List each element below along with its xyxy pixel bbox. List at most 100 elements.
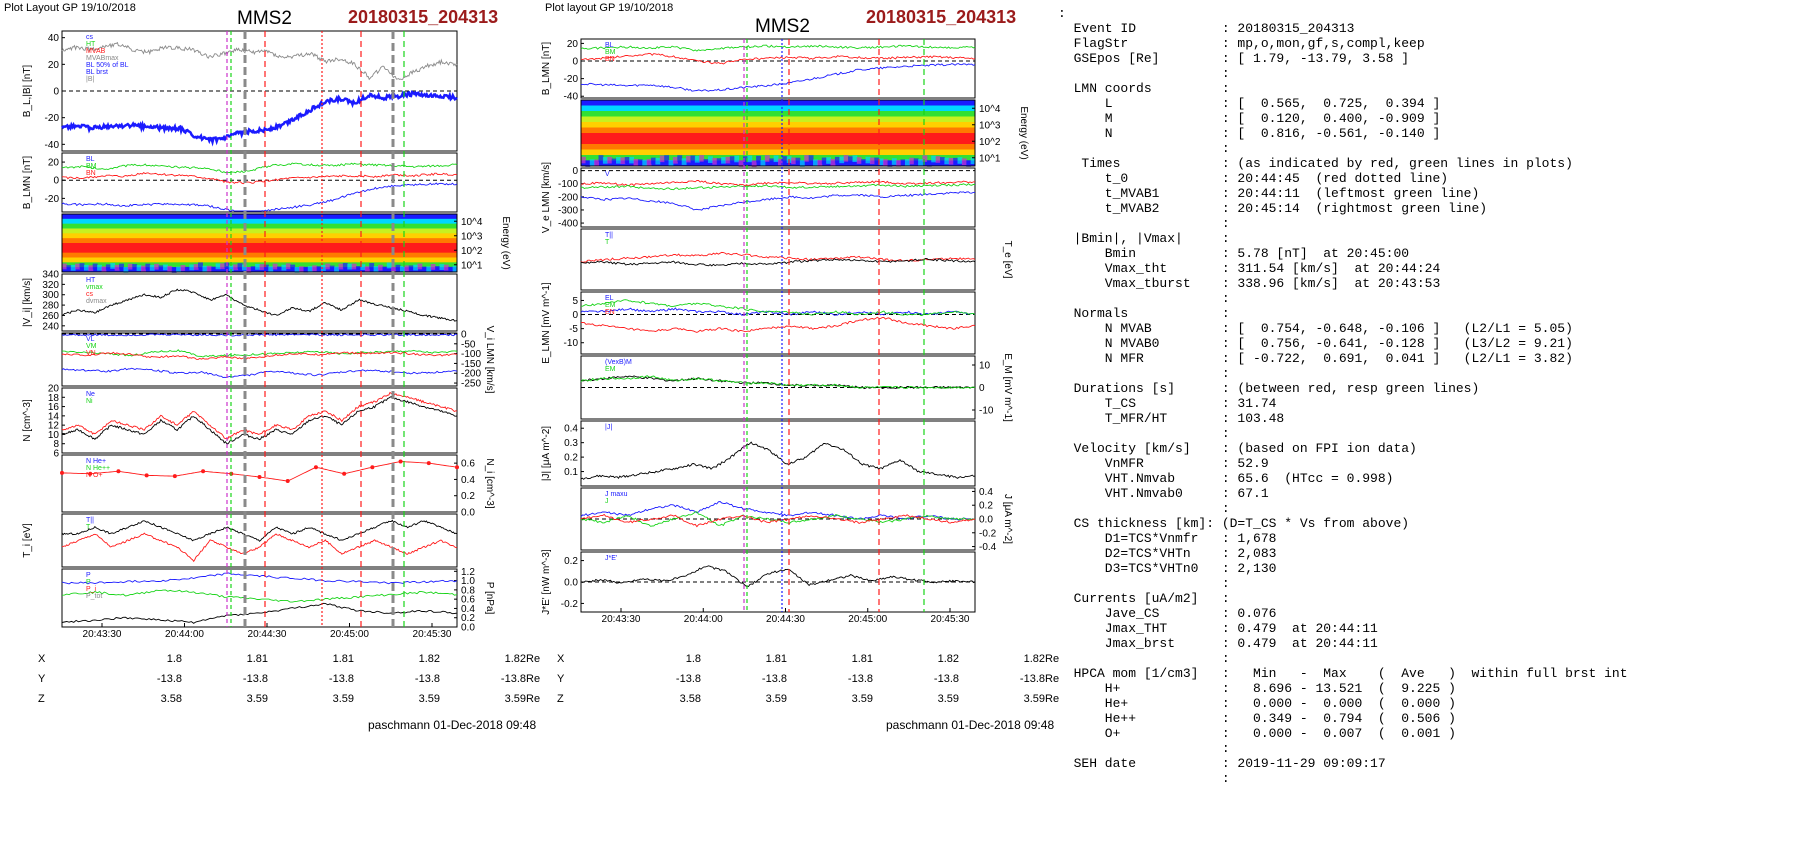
mid-2-heatmap-speckle: [953, 157, 958, 165]
left-3-heatmap-band: [62, 247, 457, 254]
left-9-series-line: [61, 602, 458, 624]
mid-2-heatmap-speckle: [633, 158, 639, 166]
mid-2-ytick-label: 10^4: [979, 104, 1001, 115]
mid-2-heatmap-speckle: [699, 155, 705, 162]
mid-2-heatmap-speckle: [878, 158, 884, 166]
left-7-data-point: [201, 469, 206, 474]
mid-8-ytick-label: 0.2: [979, 501, 993, 512]
left-7-data-point: [455, 465, 459, 470]
left-title: MMS2: [237, 8, 292, 29]
mid-2-heatmap-speckle: [874, 157, 880, 165]
coord-unit: Re: [1045, 653, 1060, 665]
left-7-data-point: [285, 479, 290, 484]
left-3-heatmap-speckle: [97, 264, 102, 271]
left-5-series-line: [61, 333, 458, 337]
mid-5-series-line: [581, 299, 976, 317]
mid-2-heatmap-speckle: [926, 160, 932, 167]
coord-value: -13.8: [1019, 673, 1045, 685]
left-5-legend-entry: VM: [86, 343, 97, 350]
coord-value: -13.8: [933, 673, 959, 685]
left-3-heatmap-speckle: [184, 266, 190, 273]
left-7-ytick-label: 0.6: [461, 459, 475, 470]
mid-2-heatmap-speckle: [904, 159, 910, 166]
mid-event-id: 20180315_204313: [866, 7, 1017, 27]
info-line: Event ID : 20180315_204313: [1058, 21, 1355, 36]
info-line: D2=TCS*VHTn : 2,083: [1058, 546, 1277, 561]
mid-5-ytick-label: 0: [572, 310, 578, 321]
mid-2-heatmap-speckle: [756, 155, 761, 163]
left-3-heatmap-speckle: [281, 264, 287, 271]
left-time-tick-label: 20:44:30: [248, 629, 287, 640]
info-line: Vmax_tburst : 338.96 [km/s] at 20:43:53: [1058, 276, 1441, 291]
mid-2-heatmap-speckle: [738, 160, 744, 167]
mid-2-heatmap-speckle: [585, 160, 591, 167]
event-info-text: : Event ID : 20180315_204313 FlagStr : m…: [1058, 6, 1628, 786]
left-3-heatmap-speckle: [123, 267, 129, 273]
mid-2-heatmap-speckle: [707, 156, 713, 163]
info-line: SEH date : 2019-11-29 09:09:17: [1058, 756, 1386, 771]
mid-2-frame-over: [580, 99, 976, 167]
coord-value: 3.58: [679, 693, 701, 705]
left-3-heatmap-speckle: [127, 263, 133, 270]
left-3-heatmap-speckle: [347, 263, 353, 270]
info-line: CS thickness [km]: (D=T_CS * Vs from abo…: [1058, 516, 1410, 531]
coord-value: 1.82: [504, 653, 526, 665]
left-3-heatmap-band: [62, 223, 457, 229]
left-3-heatmap-speckle: [105, 264, 111, 271]
left-3-ytick-label: 10^1: [461, 260, 483, 271]
mid-2-heatmap-speckle: [795, 157, 801, 165]
mid-2-heatmap-speckle: [821, 157, 827, 165]
left-3-heatmap-speckle: [101, 266, 107, 273]
mid-6-legend-entry: (VexB)M: [605, 359, 632, 366]
mid-4-panel: T_e [eV] T||T: [580, 228, 1013, 291]
left-1-ytick-label: -20: [45, 113, 60, 124]
mid-2-heatmap-speckle: [602, 157, 608, 164]
left-3-heatmap-speckle: [237, 263, 243, 269]
mid-2-heatmap-speckle: [839, 156, 845, 164]
mid-2-heatmap-speckle: [681, 158, 687, 165]
left-5-ytick-label: -200: [461, 369, 481, 380]
mid-2-heatmap-speckle: [843, 155, 849, 162]
left-3-ytick-label: 10^3: [461, 231, 483, 242]
left-6-ytick-label: 20: [48, 384, 60, 395]
left-coordinate-table: X 1.8 1.81 1.81 1.82 1.82 Re Y -13.8 -13.8 -13.8 -1…: [38, 649, 556, 709]
left-3-heatmap-speckle: [211, 266, 217, 273]
left-2-legend-entry: BM: [86, 163, 97, 170]
left-1-ytick-label: 20: [48, 60, 60, 71]
left-3-heatmap-speckle: [189, 264, 195, 271]
left-3-heatmap-speckle: [255, 263, 260, 270]
left-7-legend-entry: N O+: [86, 472, 103, 479]
mid-5-ylabel: E_LMN [mV m^-1]: [541, 282, 552, 364]
mid-8-series-line: [580, 501, 976, 521]
coord-row: Y -13.8 -13.8 -13.8 -13.8 -13.8 Re: [38, 669, 556, 689]
coord-value: -13.8: [328, 673, 354, 685]
mid-3-ylabel: V_e LMN [km/s]: [541, 162, 552, 233]
left-3-heatmap-speckle: [241, 264, 247, 271]
left-3-heatmap-speckle: [193, 264, 199, 270]
left-7-data-point: [426, 461, 431, 466]
info-line: Jave_CS : 0.076: [1058, 606, 1277, 621]
left-3-heatmap-speckle: [259, 264, 265, 270]
mid-1-ylabel: B_LMN [nT]: [541, 42, 552, 96]
mid-5-series-line: [580, 316, 976, 333]
mid-7-panel: 0.4 0.3 0.2 0.1 |J| [μA m^-2] |J|: [541, 420, 976, 487]
mid-3-series-line: [580, 183, 976, 191]
left-6-ytick-label: 10: [48, 430, 60, 441]
mid-2-heatmap-speckle: [651, 157, 656, 165]
left-6-ytick-label: 12: [48, 421, 60, 432]
left-7-legend-entry: N He+: [86, 458, 106, 465]
mid-2-heatmap-speckle: [616, 157, 621, 164]
left-6-series-line: [62, 396, 458, 445]
mid-3-frame: [580, 167, 976, 228]
mid-2-heatmap-speckle: [804, 155, 810, 162]
coord-value: 3.59: [504, 693, 526, 705]
mid-2-heatmap-speckle: [725, 156, 731, 164]
coord-value: 1.81: [851, 653, 873, 665]
coord-label: X: [557, 653, 565, 665]
left-4-series-line: [61, 288, 458, 322]
info-line: :: [1058, 771, 1230, 786]
left-7-data-point: [342, 471, 347, 476]
mid-2-heatmap-speckle: [891, 158, 897, 165]
coord-value: 1.82: [1023, 653, 1045, 665]
left-7-ytick-label: 0.4: [461, 475, 475, 486]
